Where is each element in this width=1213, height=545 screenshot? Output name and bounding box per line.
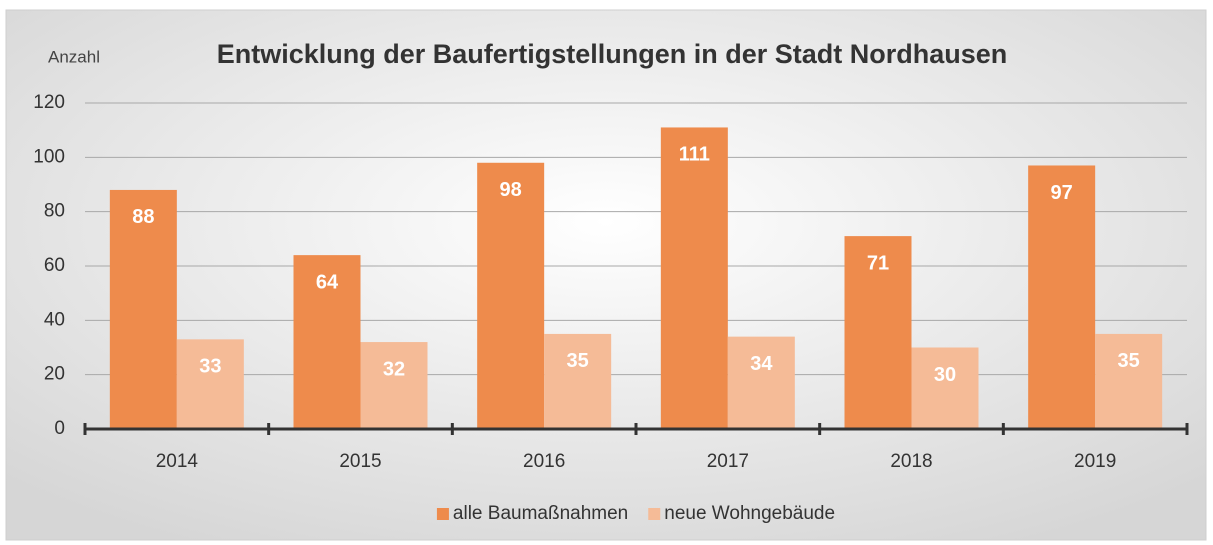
legend-label: neue Wohngebäude bbox=[664, 503, 835, 524]
data-label: 30 bbox=[934, 364, 956, 386]
data-label: 88 bbox=[132, 206, 154, 228]
bar bbox=[360, 342, 428, 429]
data-label: 32 bbox=[383, 358, 405, 380]
bar bbox=[660, 127, 728, 429]
x-axis: 2014 2015 2016 2017 2018 2019 bbox=[83, 423, 1189, 472]
x-tick-label: 2018 bbox=[890, 451, 932, 472]
bar bbox=[727, 336, 795, 429]
bar bbox=[1095, 333, 1163, 429]
x-tick-label: 2015 bbox=[339, 451, 381, 472]
y-tick-label: 0 bbox=[54, 418, 65, 439]
bar bbox=[109, 189, 177, 429]
chart-title: Entwicklung der Baufertigstellungen in d… bbox=[217, 39, 1008, 69]
y-tick-label: 60 bbox=[44, 255, 65, 276]
data-label: 64 bbox=[316, 271, 339, 293]
data-label: 33 bbox=[199, 356, 221, 378]
data-label: 71 bbox=[867, 252, 889, 274]
data-label: 111 bbox=[679, 144, 710, 166]
bar bbox=[1028, 165, 1096, 429]
x-tick-label: 2016 bbox=[523, 451, 565, 472]
data-label: 35 bbox=[567, 350, 589, 372]
legend-label: alle Baumaßnahmen bbox=[453, 503, 628, 524]
data-label: 34 bbox=[750, 353, 773, 375]
y-tick-label: 80 bbox=[44, 201, 65, 222]
bar bbox=[544, 333, 612, 429]
legend-swatch bbox=[648, 508, 661, 520]
bar bbox=[477, 162, 545, 429]
bar bbox=[293, 255, 361, 429]
y-axis-label: Anzahl bbox=[48, 47, 100, 66]
x-tick-label: 2019 bbox=[1074, 451, 1116, 472]
bars: 88 33 64 32 98 35 111 34 71 30 97 35 bbox=[109, 127, 1163, 429]
y-tick-label: 120 bbox=[33, 92, 65, 113]
bar bbox=[844, 236, 912, 429]
legend: alle Baumaßnahmen neue Wohngebäude bbox=[436, 503, 835, 524]
bar bbox=[176, 339, 244, 429]
y-tick-label: 100 bbox=[33, 146, 65, 167]
y-tick-label: 20 bbox=[44, 364, 65, 385]
data-label: 35 bbox=[1118, 350, 1140, 372]
x-tick-label: 2014 bbox=[156, 451, 199, 472]
chart-background bbox=[5, 9, 1207, 541]
bar bbox=[911, 347, 979, 429]
legend-swatch bbox=[436, 508, 449, 520]
data-label: 98 bbox=[500, 179, 522, 201]
x-tick-label: 2017 bbox=[707, 451, 749, 472]
data-label: 97 bbox=[1051, 182, 1073, 204]
y-tick-label: 40 bbox=[44, 309, 65, 330]
